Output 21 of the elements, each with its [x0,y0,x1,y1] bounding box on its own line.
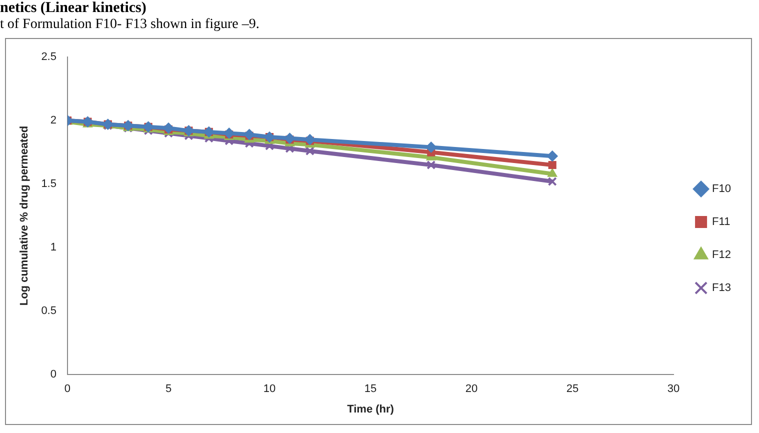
text: netics (Linear kinetics) [0,0,146,17]
x-tick-label: 20 [465,383,478,396]
y-tick-label: 0 [50,368,56,381]
y-tick-label: 2 [50,114,56,127]
x-tick-label: 25 [566,383,579,396]
legend-label: F13 [712,282,732,294]
y-tick-label: 0.5 [41,305,56,318]
x-tick-label: 15 [364,383,377,396]
legend-label: F10 [712,183,732,196]
y-tick-label: 2.5 [41,51,56,64]
text: t of Formulation F10- F13 shown in figure –9. [0,17,260,33]
legend-label: F12 [712,249,732,262]
y-axis-title: Log cumulative % drug permeated [18,126,31,306]
x-tick-label: 30 [667,383,680,396]
x-tick-label: 10 [263,383,276,396]
y-tick-label: 1 [50,242,56,254]
y-tick-label: 1.5 [41,178,56,190]
x-tick-label: 0 [64,383,71,396]
legend-label: F11 [712,216,730,228]
x-axis-title: Time (hr) [347,403,394,416]
x-tick-label: 5 [165,383,172,396]
